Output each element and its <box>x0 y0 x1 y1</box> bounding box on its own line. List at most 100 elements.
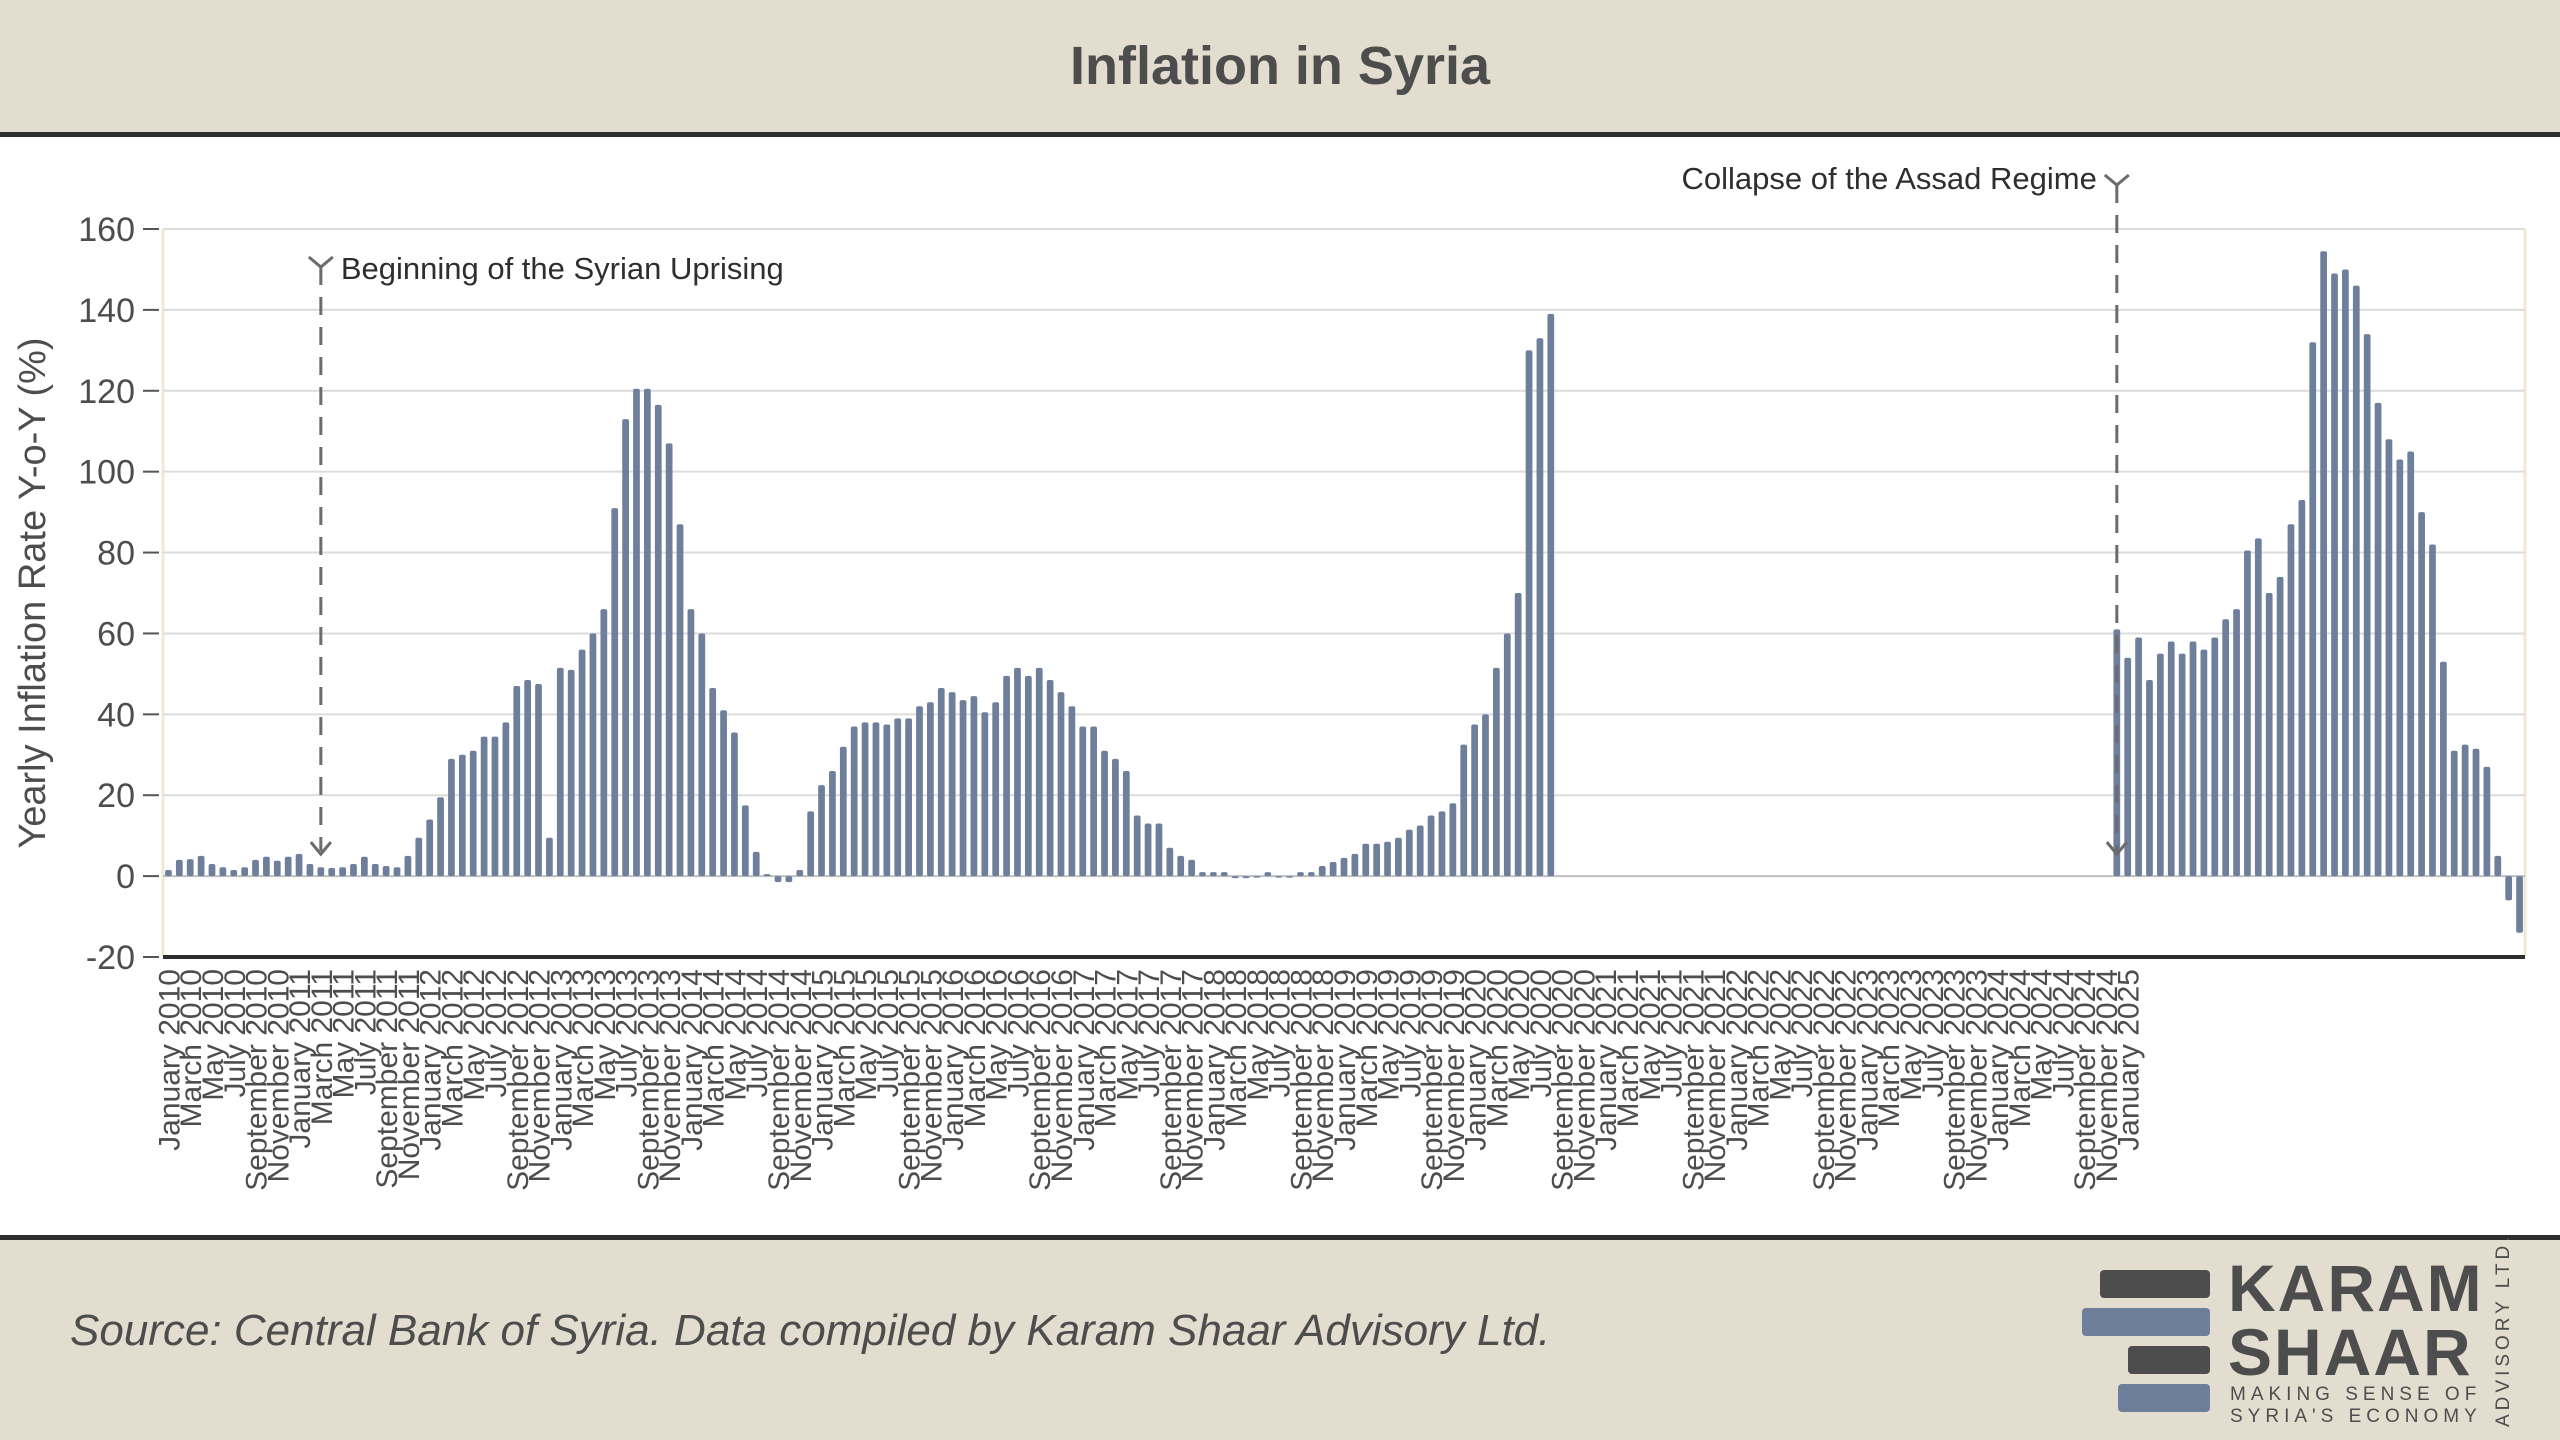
y-axis-label: Yearly Inflation Rate Y-o-Y (%) <box>12 337 54 848</box>
x-tick-label: September 2015 <box>894 969 927 1191</box>
bar <box>1253 876 1261 878</box>
x-tick-label: January 2023 <box>1851 969 1884 1151</box>
bar <box>360 856 368 877</box>
x-tick-label: January 2017 <box>1068 969 1101 1151</box>
x-tick-label: January 2015 <box>807 969 840 1151</box>
x-tick-label: March 2018 <box>1220 969 1253 1127</box>
inflation-chart: -20 0 20 40 60 80 100 120 140 160 Yearly Inflation… <box>12 161 2527 1191</box>
bar <box>1471 724 1478 877</box>
bar <box>1536 338 1544 877</box>
x-tick-label: July 2012 <box>480 969 513 1097</box>
bar <box>807 811 815 877</box>
bar <box>633 388 640 877</box>
bar <box>1024 675 1032 877</box>
bar <box>752 851 760 877</box>
bar <box>404 855 412 877</box>
bar <box>2309 342 2317 877</box>
x-tick-label: May 2011 <box>328 969 361 1099</box>
x-tick-label: May 2024 <box>2026 969 2059 1101</box>
x-tick-label: September 2010 <box>241 969 274 1191</box>
x-tick-label: March 2013 <box>567 969 600 1127</box>
y-tick-label: 20 <box>97 777 135 815</box>
x-tick-label: May 2018 <box>1242 969 1275 1101</box>
x-tick-label: September 2020 <box>1547 969 1580 1191</box>
annotation-marker-top <box>307 255 334 269</box>
bar <box>2418 512 2425 877</box>
x-tick-label: July 2020 <box>1525 969 1558 1097</box>
x-tick-label: July 2013 <box>611 969 644 1097</box>
bar <box>535 684 542 877</box>
bar <box>328 868 336 877</box>
bar <box>894 718 902 877</box>
x-tick-label: September 2024 <box>2069 969 2102 1191</box>
x-tick-label: November 2017 <box>1177 969 1210 1182</box>
annotation-label: Collapse of the Assad Regime <box>1682 161 2097 196</box>
bar <box>578 649 586 877</box>
x-tick-label: January 2021 <box>1590 969 1623 1151</box>
x-tick-label: May 2010 <box>197 969 230 1101</box>
bar <box>513 686 521 877</box>
bar <box>927 702 934 877</box>
bar <box>230 870 238 877</box>
bar <box>905 718 912 877</box>
source-note: Source: Central Bank of Syria. Data comp… <box>70 1306 1551 1355</box>
bar <box>763 874 771 877</box>
bar <box>2124 657 2132 877</box>
bar <box>709 688 717 877</box>
page-title: Inflation in Syria <box>1069 36 1491 96</box>
x-tick-label: November 2018 <box>1307 969 1340 1182</box>
bar <box>2287 524 2295 877</box>
bar <box>2385 439 2393 877</box>
x-tick-label: September 2021 <box>1677 969 1710 1191</box>
bar <box>839 746 847 877</box>
bar <box>2483 766 2491 877</box>
x-tick-label: November 2023 <box>1960 969 1993 1182</box>
bar <box>1112 758 1119 877</box>
bar <box>458 754 466 877</box>
bar <box>1384 841 1391 877</box>
x-tick-label: March 2012 <box>436 969 469 1127</box>
bar <box>524 679 532 877</box>
x-tick-label: May 2020 <box>1503 969 1536 1101</box>
bar <box>1166 847 1174 877</box>
x-tick-label: July 2018 <box>1264 969 1297 1097</box>
x-tick-label: September 2023 <box>1939 969 1972 1191</box>
bar <box>676 524 684 877</box>
bar <box>720 710 727 877</box>
x-tick-label: January 2022 <box>1721 969 1754 1151</box>
bar <box>2429 544 2436 877</box>
y-tick-label: 60 <box>97 615 135 653</box>
bar <box>796 870 804 877</box>
bar <box>2298 499 2306 877</box>
x-tick-label: September 2013 <box>632 969 665 1191</box>
bar <box>186 859 194 877</box>
bar <box>1210 872 1217 877</box>
bar <box>2244 550 2251 877</box>
bar <box>1460 744 1468 877</box>
x-tick-label: January 2019 <box>1329 969 1362 1151</box>
bar <box>1231 876 1239 879</box>
x-tick-label: November 2016 <box>1046 969 1079 1182</box>
bar <box>643 388 651 877</box>
bar <box>1318 866 1326 877</box>
bar <box>426 819 434 877</box>
bar <box>2167 641 2175 877</box>
bar <box>2407 451 2415 877</box>
x-tick-label: May 2014 <box>719 969 752 1101</box>
x-tick-label: May 2023 <box>1895 969 1928 1101</box>
bar <box>992 702 1000 877</box>
x-tick-label: May 2016 <box>981 969 1014 1101</box>
x-tick-label: November 2014 <box>785 969 818 1182</box>
bar <box>567 669 575 877</box>
x-tick-label: November 2015 <box>915 969 948 1182</box>
bar <box>273 860 281 877</box>
x-tick-label: May 2013 <box>589 969 622 1101</box>
bar <box>1133 815 1141 877</box>
bar <box>1035 667 1043 877</box>
bar <box>872 722 880 877</box>
bar <box>883 724 891 877</box>
bar <box>1297 872 1304 877</box>
bar <box>252 859 259 877</box>
bar <box>1329 861 1337 877</box>
bar <box>1275 876 1283 878</box>
